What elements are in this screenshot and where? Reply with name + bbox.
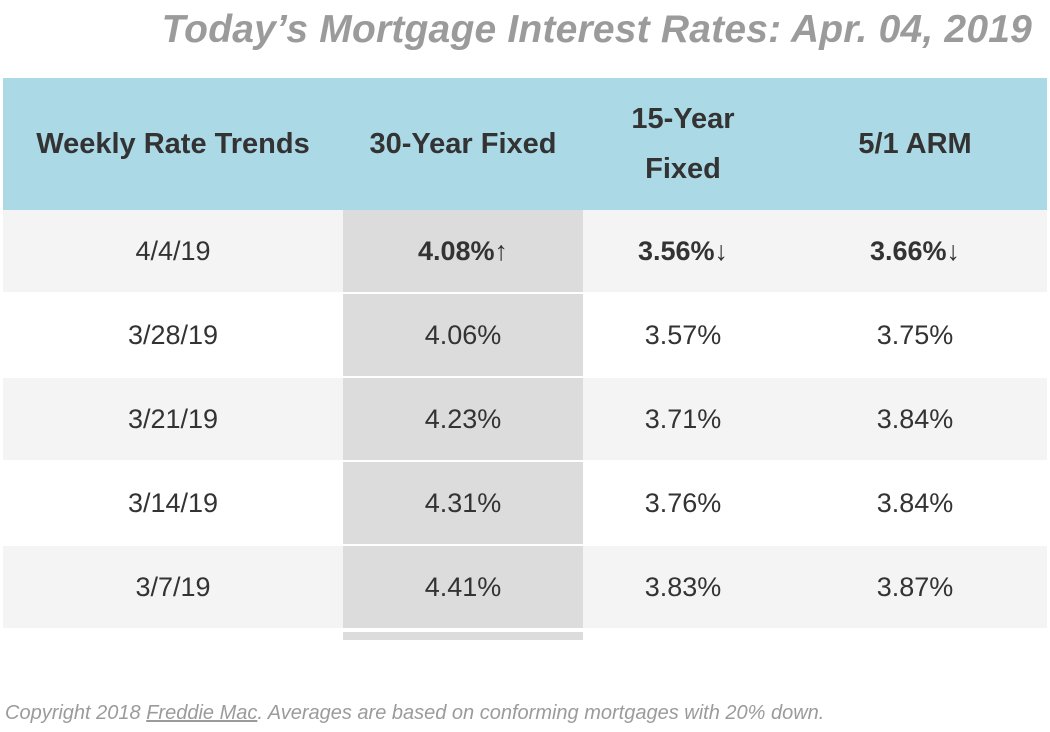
header-label: 15-Year Fixed [623, 94, 743, 194]
cell-15-year-fixed: 3.71% [583, 377, 783, 462]
header-label: 5/1 ARM [858, 128, 972, 160]
cell-5-1-arm: 3.75% [783, 293, 1047, 378]
cell-30-year-fixed: 4.41% [343, 545, 583, 630]
cell-5-1-arm: 3.84% [783, 461, 1047, 546]
cell-date: 4/4/19 [3, 210, 343, 294]
rate-value: 3.56% [637, 235, 715, 266]
cell-5-1-arm: 3.87% [783, 545, 1047, 630]
arrow-up-icon: ↑ [494, 235, 509, 266]
table-header: Weekly Rate Trends 30-Year Fixed 15-Year… [3, 78, 1047, 210]
cell-30-year-fixed: 4.06% [343, 293, 583, 378]
highlight-column-tail [343, 632, 583, 640]
cell-30-year-fixed: 4.23% [343, 377, 583, 462]
cell-15-year-fixed: 3.83% [583, 545, 783, 630]
table-row: 3/21/19 4.23% 3.71% 3.84% [3, 377, 1047, 462]
rate-value: 3.66% [869, 235, 947, 266]
header-label: Weekly Rate Trends [36, 128, 310, 160]
table-body: 4/4/19 4.08%↑ 3.56%↓ 3.66%↓ 3/28/19 4.06… [3, 210, 1047, 630]
header-row: Weekly Rate Trends 30-Year Fixed 15-Year… [3, 78, 1047, 210]
table-row: 3/7/19 4.41% 3.83% 3.87% [3, 545, 1047, 630]
cell-5-1-arm: 3.66%↓ [783, 210, 1047, 294]
header-label: 30-Year Fixed [369, 128, 557, 160]
header-label-line2: Fixed [645, 153, 721, 185]
header-15-year-fixed: 15-Year Fixed [583, 78, 783, 210]
cell-15-year-fixed: 3.56%↓ [583, 210, 783, 294]
header-5-1-arm: 5/1 ARM [783, 78, 1047, 210]
cell-15-year-fixed: 3.76% [583, 461, 783, 546]
cell-5-1-arm: 3.84% [783, 377, 1047, 462]
arrow-down-icon: ↓ [946, 235, 961, 266]
header-30-year-fixed: 30-Year Fixed [343, 78, 583, 210]
page-title: Today’s Mortgage Interest Rates: Apr. 04… [161, 8, 1032, 51]
cell-date: 3/21/19 [3, 377, 343, 462]
cell-15-year-fixed: 3.57% [583, 293, 783, 378]
copyright-footer: Copyright 2018 Freddie Mac. Averages are… [5, 702, 824, 725]
table-row: 4/4/19 4.08%↑ 3.56%↓ 3.66%↓ [3, 210, 1047, 294]
footer-suffix: . Averages are based on conforming mortg… [257, 702, 825, 724]
cell-date: 3/14/19 [3, 461, 343, 546]
cell-30-year-fixed: 4.31% [343, 461, 583, 546]
footer-prefix: Copyright 2018 [5, 702, 147, 724]
cell-date: 3/28/19 [3, 293, 343, 378]
arrow-down-icon: ↓ [714, 235, 729, 266]
rate-value: 4.08% [417, 235, 495, 266]
header-label-line1: 15-Year [631, 103, 735, 135]
freddie-mac-link[interactable]: Freddie Mac [146, 702, 258, 724]
rates-table-container: Weekly Rate Trends 30-Year Fixed 15-Year… [3, 78, 1047, 630]
cell-date: 3/7/19 [3, 545, 343, 630]
table-row: 3/14/19 4.31% 3.76% 3.84% [3, 461, 1047, 546]
rates-table: Weekly Rate Trends 30-Year Fixed 15-Year… [3, 78, 1047, 630]
cell-30-year-fixed: 4.08%↑ [343, 210, 583, 294]
header-weekly-rate-trends: Weekly Rate Trends [3, 78, 343, 210]
table-row: 3/28/19 4.06% 3.57% 3.75% [3, 293, 1047, 378]
